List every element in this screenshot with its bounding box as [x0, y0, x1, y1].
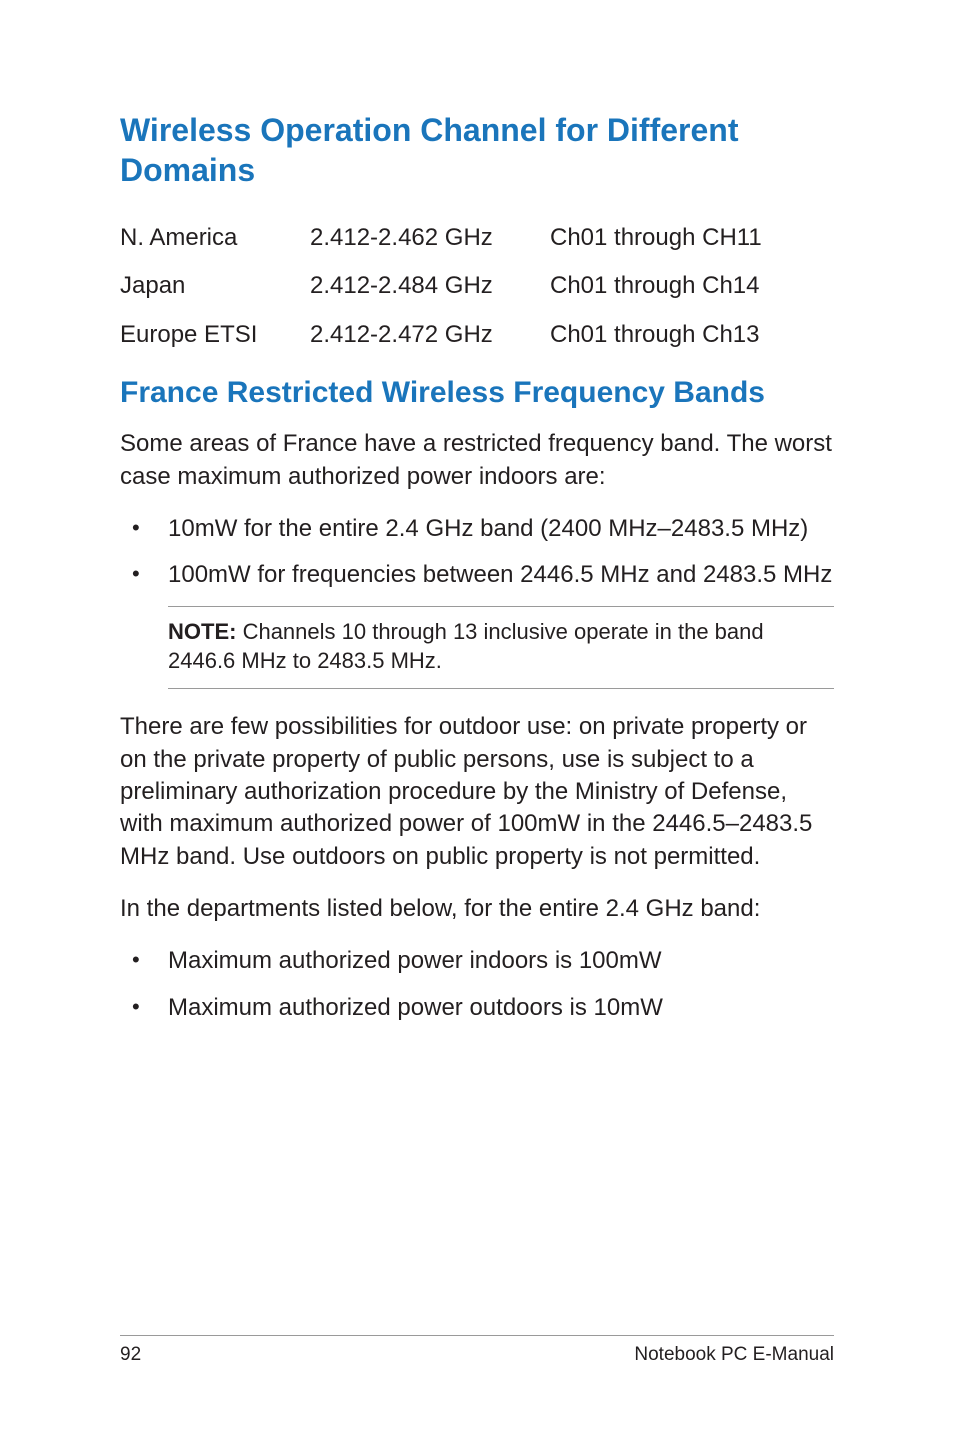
- note-box: NOTE: Channels 10 through 13 inclusive o…: [168, 606, 834, 689]
- cell-freq: 2.412-2.484 GHz: [310, 262, 550, 310]
- section2-title: France Restricted Wireless Frequency Ban…: [120, 373, 834, 412]
- footer-line: 92 Notebook PC E-Manual: [120, 1335, 834, 1366]
- table-row: Europe ETSI 2.412-2.472 GHz Ch01 through…: [120, 311, 834, 359]
- bullet-list-1: 10mW for the entire 2.4 GHz band (2400 M…: [120, 513, 834, 592]
- list-item: Maximum authorized power outdoors is 10m…: [120, 992, 834, 1024]
- paragraph-outdoor: There are few possibilities for outdoor …: [120, 711, 834, 873]
- intro-paragraph: Some areas of France have a restricted f…: [120, 428, 834, 493]
- cell-ch: Ch01 through Ch14: [550, 262, 834, 310]
- cell-region: Europe ETSI: [120, 311, 310, 359]
- paragraph-departments: In the departments listed below, for the…: [120, 893, 834, 925]
- list-item: Maximum authorized power indoors is 100m…: [120, 945, 834, 977]
- bullet-list-2: Maximum authorized power indoors is 100m…: [120, 945, 834, 1024]
- section1-title: Wireless Operation Channel for Different…: [120, 110, 834, 190]
- page-footer: 92 Notebook PC E-Manual: [0, 1335, 954, 1366]
- doc-title: Notebook PC E-Manual: [634, 1344, 834, 1366]
- wireless-channel-table: N. America 2.412-2.462 GHz Ch01 through …: [120, 214, 834, 359]
- table-row: N. America 2.412-2.462 GHz Ch01 through …: [120, 214, 834, 262]
- note-label: NOTE:: [168, 619, 236, 644]
- note-text: Channels 10 through 13 inclusive operate…: [168, 619, 764, 674]
- list-item: 100mW for frequencies between 2446.5 MHz…: [120, 559, 834, 591]
- page-number: 92: [120, 1344, 141, 1366]
- cell-ch: Ch01 through Ch13: [550, 311, 834, 359]
- page-content: Wireless Operation Channel for Different…: [0, 0, 954, 1024]
- cell-freq: 2.412-2.462 GHz: [310, 214, 550, 262]
- cell-ch: Ch01 through CH11: [550, 214, 834, 262]
- table-row: Japan 2.412-2.484 GHz Ch01 through Ch14: [120, 262, 834, 310]
- cell-freq: 2.412-2.472 GHz: [310, 311, 550, 359]
- cell-region: N. America: [120, 214, 310, 262]
- cell-region: Japan: [120, 262, 310, 310]
- list-item: 10mW for the entire 2.4 GHz band (2400 M…: [120, 513, 834, 545]
